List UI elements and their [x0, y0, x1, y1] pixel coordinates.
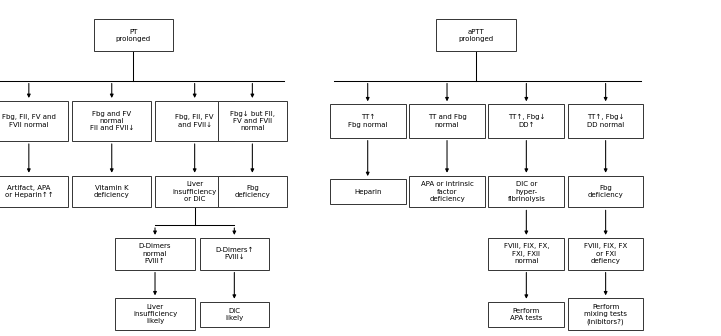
Text: Artifact, APA
or Heparin↑↑: Artifact, APA or Heparin↑↑: [4, 185, 53, 198]
Text: Perform
mixing tests
(inibitors?): Perform mixing tests (inibitors?): [584, 304, 627, 325]
Text: Fbg and FV
normal
FII and FVII↓: Fbg and FV normal FII and FVII↓: [89, 111, 134, 131]
Text: Perform
APA tests: Perform APA tests: [510, 307, 542, 321]
Text: APA or intrinsic
factor
deficiency: APA or intrinsic factor deficiency: [420, 181, 474, 202]
FancyBboxPatch shape: [155, 175, 234, 207]
FancyBboxPatch shape: [200, 302, 269, 327]
Text: aPTT
prolonged: aPTT prolonged: [459, 29, 493, 42]
Text: TT↑
Fbg normal: TT↑ Fbg normal: [348, 114, 387, 128]
FancyBboxPatch shape: [155, 101, 234, 141]
FancyBboxPatch shape: [218, 175, 286, 207]
FancyBboxPatch shape: [72, 101, 151, 141]
Text: PT
prolonged: PT prolonged: [116, 29, 151, 42]
Text: Fbg, FII, FV
and FVII↓: Fbg, FII, FV and FVII↓: [175, 114, 214, 128]
FancyBboxPatch shape: [489, 238, 564, 269]
Text: Liver
insufficiency
or DIC: Liver insufficiency or DIC: [172, 181, 217, 202]
FancyBboxPatch shape: [568, 104, 643, 138]
FancyBboxPatch shape: [200, 238, 269, 269]
FancyBboxPatch shape: [115, 298, 195, 330]
Text: Liver
insufficiency
likely: Liver insufficiency likely: [133, 304, 177, 325]
Text: Heparin: Heparin: [354, 188, 381, 195]
FancyBboxPatch shape: [330, 179, 405, 204]
FancyBboxPatch shape: [568, 298, 643, 330]
Text: D-Dimers↑
FVIII↓: D-Dimers↑ FVIII↓: [215, 247, 254, 260]
Text: DIC or
hyper-
fibrinolysis: DIC or hyper- fibrinolysis: [508, 181, 545, 202]
FancyBboxPatch shape: [489, 175, 564, 207]
Text: FVIII, FIX, FX,
FXI, FXII
normal: FVIII, FIX, FX, FXI, FXII normal: [503, 243, 549, 264]
FancyBboxPatch shape: [436, 19, 516, 51]
FancyBboxPatch shape: [94, 19, 173, 51]
FancyBboxPatch shape: [72, 175, 151, 207]
Text: FVIII, FIX, FX
or FXI
defiency: FVIII, FIX, FX or FXI defiency: [584, 243, 627, 264]
FancyBboxPatch shape: [410, 104, 485, 138]
FancyBboxPatch shape: [218, 101, 286, 141]
Text: DIC
likely: DIC likely: [225, 307, 244, 321]
FancyBboxPatch shape: [0, 175, 68, 207]
Text: Fbg
deficiency: Fbg deficiency: [588, 185, 624, 198]
FancyBboxPatch shape: [568, 175, 643, 207]
FancyBboxPatch shape: [0, 101, 68, 141]
Text: Fbg, FII, FV and
FVII normal: Fbg, FII, FV and FVII normal: [2, 114, 56, 128]
FancyBboxPatch shape: [489, 302, 564, 327]
Text: TT and Fbg
normal: TT and Fbg normal: [428, 114, 466, 128]
Text: D-Dimers
normal
FVIII↑: D-Dimers normal FVIII↑: [138, 243, 172, 264]
Text: Fbg
deficiency: Fbg deficiency: [234, 185, 270, 198]
FancyBboxPatch shape: [410, 175, 485, 207]
FancyBboxPatch shape: [568, 238, 643, 269]
FancyBboxPatch shape: [115, 238, 195, 269]
Text: Fbg↓ but FII,
FV and FVII
normal: Fbg↓ but FII, FV and FVII normal: [230, 111, 275, 131]
Text: TT↑, Fbg↓
DD normal: TT↑, Fbg↓ DD normal: [587, 114, 624, 128]
FancyBboxPatch shape: [489, 104, 564, 138]
Text: Vitamin K
deficiency: Vitamin K deficiency: [94, 185, 130, 198]
Text: TT↑, Fbg↓
DD↑: TT↑, Fbg↓ DD↑: [508, 114, 545, 128]
FancyBboxPatch shape: [330, 104, 405, 138]
